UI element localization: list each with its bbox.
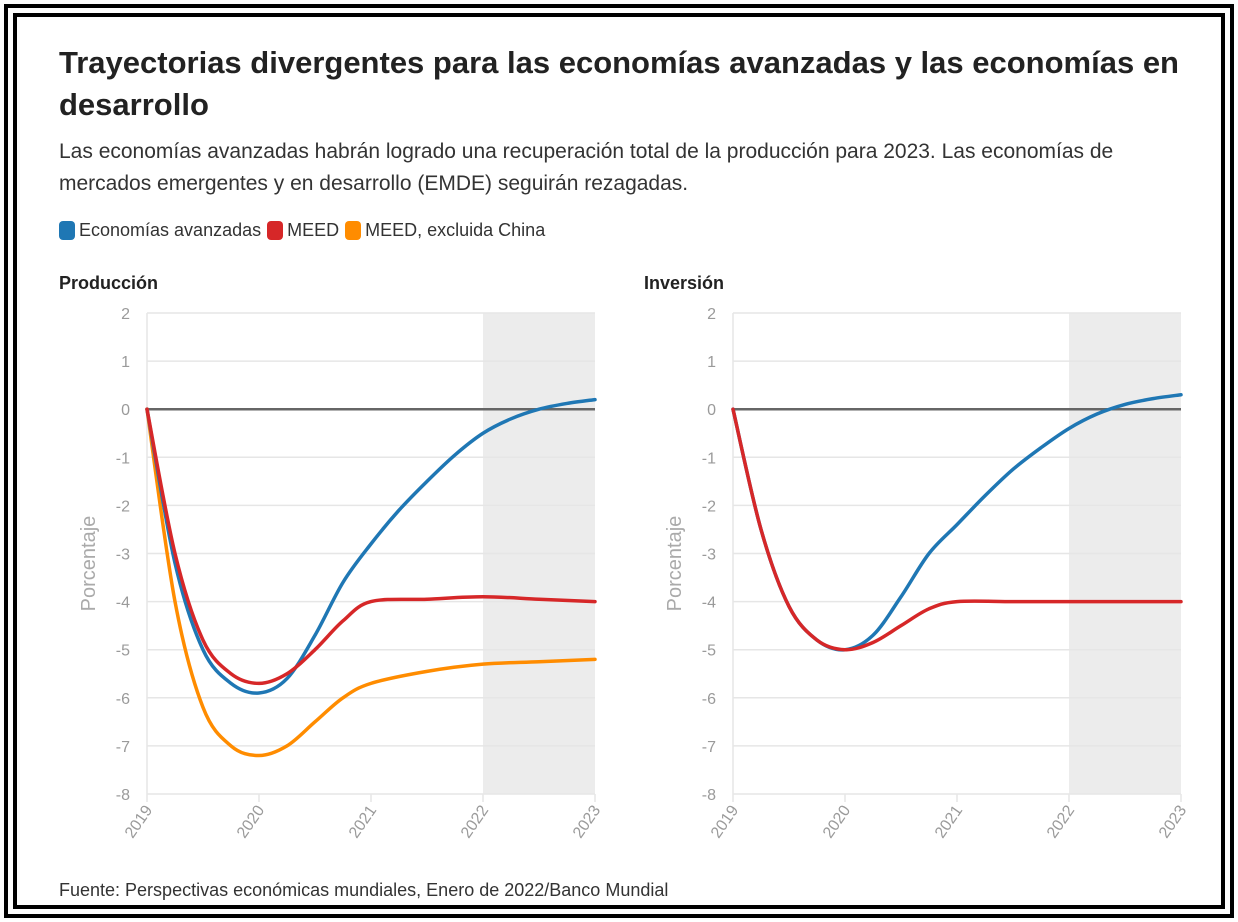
legend-swatch-meed (267, 221, 284, 240)
y-tick-label: -8 (116, 787, 130, 804)
series-line-economias-avanzadas[interactable] (145, 397, 597, 695)
x-tick-label: 2023 (1156, 802, 1190, 841)
y-tick-label: -3 (116, 547, 130, 564)
y-tick-label: -5 (702, 643, 716, 660)
y-axis-title: Porcentaje (78, 516, 100, 612)
y-tick-label: 2 (707, 306, 716, 323)
x-tick-label: 2020 (820, 802, 854, 841)
y-tick-label: -1 (116, 450, 130, 467)
y-tick-label: -3 (702, 547, 716, 564)
y-tick-label: 0 (121, 402, 130, 419)
legend-swatch-meed-excl-china (345, 221, 362, 240)
series-line-meed[interactable] (145, 407, 597, 686)
y-tick-label: -4 (702, 595, 716, 612)
y-tick-label: -2 (702, 498, 716, 515)
x-tick-label: 2021 (932, 802, 966, 841)
legend-item-meed-excl-china[interactable]: MEED, excluida China (345, 220, 545, 241)
x-tick-label: 2019 (708, 802, 742, 841)
x-tick-label: 2022 (1044, 802, 1078, 841)
panel-title-inversion: Inversión (644, 273, 725, 293)
y-tick-label: 1 (121, 354, 130, 371)
legend-item-avanzadas[interactable]: Economías avanzadas (59, 220, 261, 241)
y-tick-label: 0 (707, 402, 716, 419)
legend: Economías avanzadas MEED MEED, excluida … (59, 220, 551, 241)
y-tick-label: -6 (702, 691, 716, 708)
y-tick-label: -8 (702, 787, 716, 804)
chart-title: Trayectorias divergentes para las econom… (59, 45, 1179, 122)
series-line-meed-excluida-china[interactable] (145, 407, 597, 758)
source-note: Fuente: Perspectivas económicas mundiale… (59, 880, 669, 900)
y-tick-label: -4 (116, 595, 130, 612)
y-tick-label: -5 (116, 643, 130, 660)
y-tick-label: -7 (116, 739, 130, 756)
y-tick-label: 1 (707, 354, 716, 371)
y-tick-label: -6 (116, 691, 130, 708)
y-tick-label: -7 (702, 739, 716, 756)
legend-label-meed: MEED (287, 220, 340, 240)
y-tick-label: 2 (121, 306, 130, 323)
y-tick-label: -2 (116, 498, 130, 515)
series-line-meed[interactable] (731, 407, 1183, 652)
legend-label-meed-excl-china: MEED, excluida China (365, 220, 546, 240)
y-tick-label: -1 (702, 450, 716, 467)
y-axis-title: Porcentaje (664, 516, 686, 612)
panel-title-produccion: Producción (59, 273, 159, 293)
legend-swatch-avanzadas (59, 221, 75, 240)
legend-label-avanzadas: Economías avanzadas (79, 220, 262, 240)
chart-subtitle: Las economías avanzadas habrán logrado u… (59, 140, 1114, 195)
legend-item-meed[interactable]: MEED (267, 220, 339, 241)
